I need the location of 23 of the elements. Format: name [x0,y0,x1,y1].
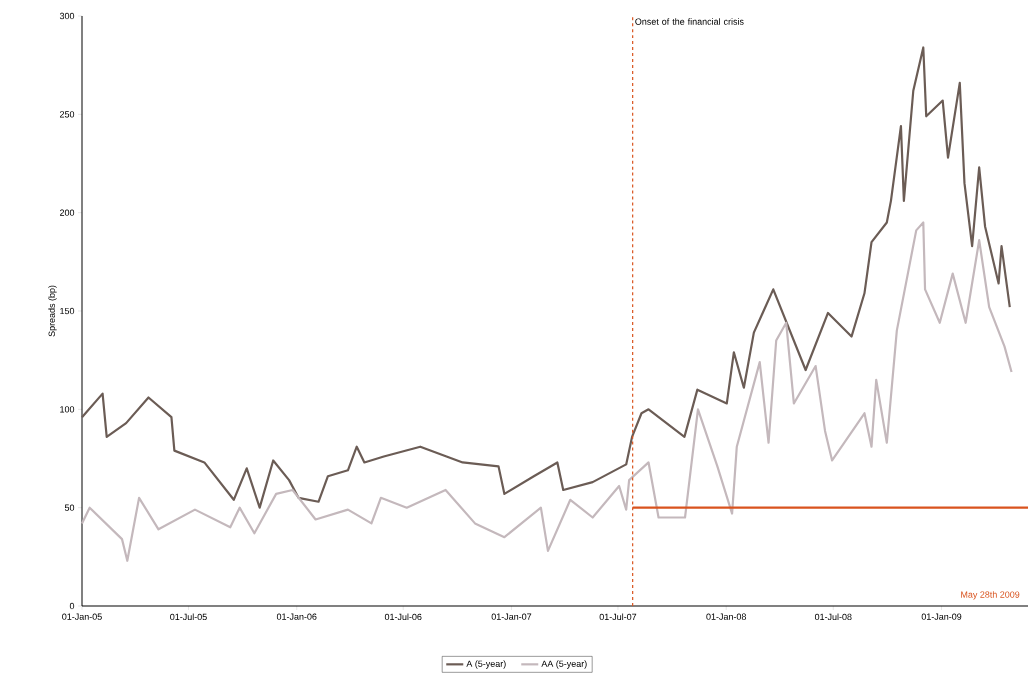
ref-line-label: Onset of the financial crisis [635,18,744,25]
x-tick-label: 01-Jul-07 [599,613,637,621]
legend-label: AA (5-year) [541,660,587,669]
x-tick-label: 01-Jan-05 [62,613,102,620]
x-tick-label: 01-Jul-08 [814,613,852,621]
y-tick-label: 250 [59,111,75,118]
x-tick-label: 01-Jan-06 [276,613,317,620]
line-series [80,46,1011,509]
y-tick-label: 150 [60,307,75,315]
annotation: May 28th 2009 [961,591,1020,600]
x-tick-label: 01-Jul-06 [384,613,422,621]
x-tick-label: 01-Jul-05 [170,613,207,621]
line-series [80,221,1013,562]
x-tick-label: 01-Jan-08 [706,613,746,620]
y-tick-label: 0 [69,602,75,610]
x-tick-label: 01-Jan-09 [921,613,962,620]
y-tick-label: 300 [59,12,75,20]
y-tick-label: 50 [64,504,75,511]
y-tick-label: 200 [59,209,75,216]
x-tick-label: 01-Jan-07 [491,613,532,620]
y-axis-title: Spreads (bp) [48,285,57,337]
y-tick-label: 100 [60,406,75,413]
legend-label: A (5-year) [466,660,506,669]
